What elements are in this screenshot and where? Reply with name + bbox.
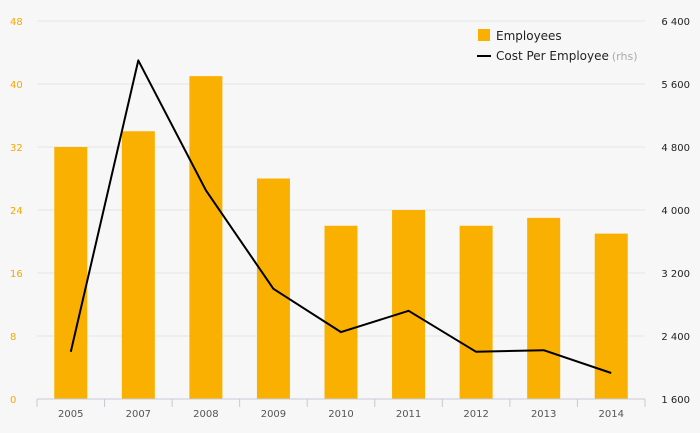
legend-label-cost-per-employee: Cost Per Employee (rhs) (496, 49, 638, 63)
y-right-tick-label: 1 600 (661, 395, 690, 406)
bar-employees-2014 (594, 233, 628, 399)
series-line-cost-per-employee (69, 59, 612, 374)
y-axis-left-ticks: 0 8 16 24 32 40 48 (10, 17, 23, 406)
bar-employees-2008 (189, 76, 223, 399)
legend-label-cost-suffix: (rhs) (612, 50, 638, 63)
bars (54, 76, 628, 399)
legend-label-cost-name: Cost Per Employee (496, 49, 609, 63)
legend-swatch-employees (478, 29, 490, 41)
x-tick-label: 2010 (328, 409, 353, 420)
y-left-tick-label: 16 (10, 269, 23, 280)
y-left-tick-label: 0 (10, 395, 16, 406)
x-axis-ticks: 2005 2007 2008 2009 2010 2011 2012 2013 2014 (58, 409, 624, 420)
x-tick-label: 2014 (598, 409, 623, 420)
y-left-tick-label: 48 (10, 17, 23, 28)
y-right-tick-label: 5 600 (661, 80, 690, 91)
y-right-tick-label: 6 400 (661, 17, 690, 28)
y-left-tick-label: 8 (10, 332, 16, 343)
y-left-tick-label: 40 (10, 80, 23, 91)
legend-label-employees: Employees (496, 29, 562, 43)
bar-employees-2011 (392, 210, 426, 399)
bar-employees-2005 (54, 147, 88, 399)
x-tick-label: 2009 (261, 409, 286, 420)
x-tick-label: 2013 (531, 409, 556, 420)
y-right-tick-label: 4 800 (661, 143, 690, 154)
y-right-tick-label: 4 000 (661, 206, 690, 217)
axes (36, 398, 646, 407)
y-right-tick-label: 3 200 (661, 269, 690, 280)
x-tick-label: 2007 (126, 409, 151, 420)
bar-employees-2012 (459, 225, 493, 399)
bar-employees-2007 (121, 131, 155, 399)
y-left-tick-label: 24 (10, 206, 23, 217)
legend: Employees Cost Per Employee (rhs) (477, 29, 638, 63)
x-tick-label: 2008 (193, 409, 218, 420)
bar-employees-2010 (324, 225, 358, 399)
y-left-tick-label: 32 (10, 143, 23, 154)
y-right-tick-label: 2 400 (661, 332, 690, 343)
x-tick-label: 2011 (396, 409, 421, 420)
x-tick-label: 2012 (463, 409, 488, 420)
y-axis-right-ticks: 1 600 2 400 3 200 4 000 4 800 5 600 6 400 (661, 17, 690, 406)
x-tick-label: 2005 (58, 409, 83, 420)
bar-employees-2013 (527, 217, 561, 399)
